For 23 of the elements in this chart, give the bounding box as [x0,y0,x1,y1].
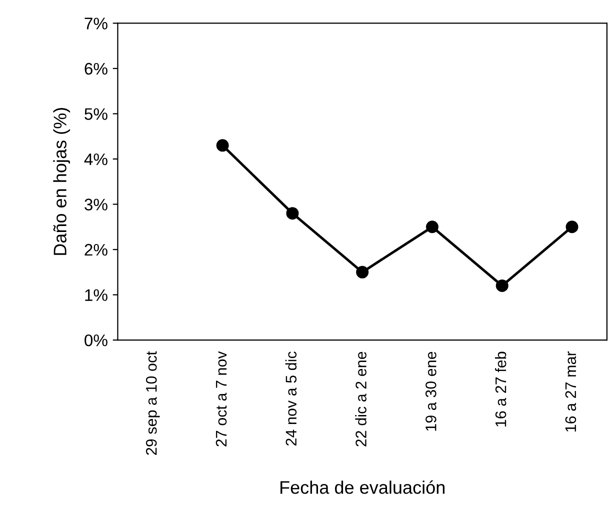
y-tick-label: 1% [85,289,108,301]
x-tick-label: 27 oct a 7 nov [216,351,227,446]
y-tick-label: 4% [84,153,108,166]
x-tick-label: 29 sep a 10 oct [146,351,160,455]
x-tick-label: 22 dic a 2 ene [355,352,366,446]
x-axis-title: Fecha de evaluación [280,480,444,494]
y-tick-label: 0% [84,334,108,346]
x-tick-label: 16 a 27 feb [494,352,506,426]
x-tick-label: 16 a 27 mar [565,351,576,432]
y-axis-title: Daño en hojas (%) [53,108,70,255]
y-tick-label: 2% [84,244,108,256]
x-tick-label: 19 a 30 ene [426,352,436,431]
y-tick-label: 6% [84,62,108,75]
y-tick-label: 5% [84,108,108,120]
point [216,139,229,152]
point [496,279,508,292]
x-tick-label: 24 nov a 5 dic [285,352,297,446]
y-tick-label: 3% [84,198,108,210]
point [286,207,299,220]
point [566,220,578,234]
point [356,266,369,278]
y-tick-label: 7% [84,18,108,30]
point [426,220,438,234]
